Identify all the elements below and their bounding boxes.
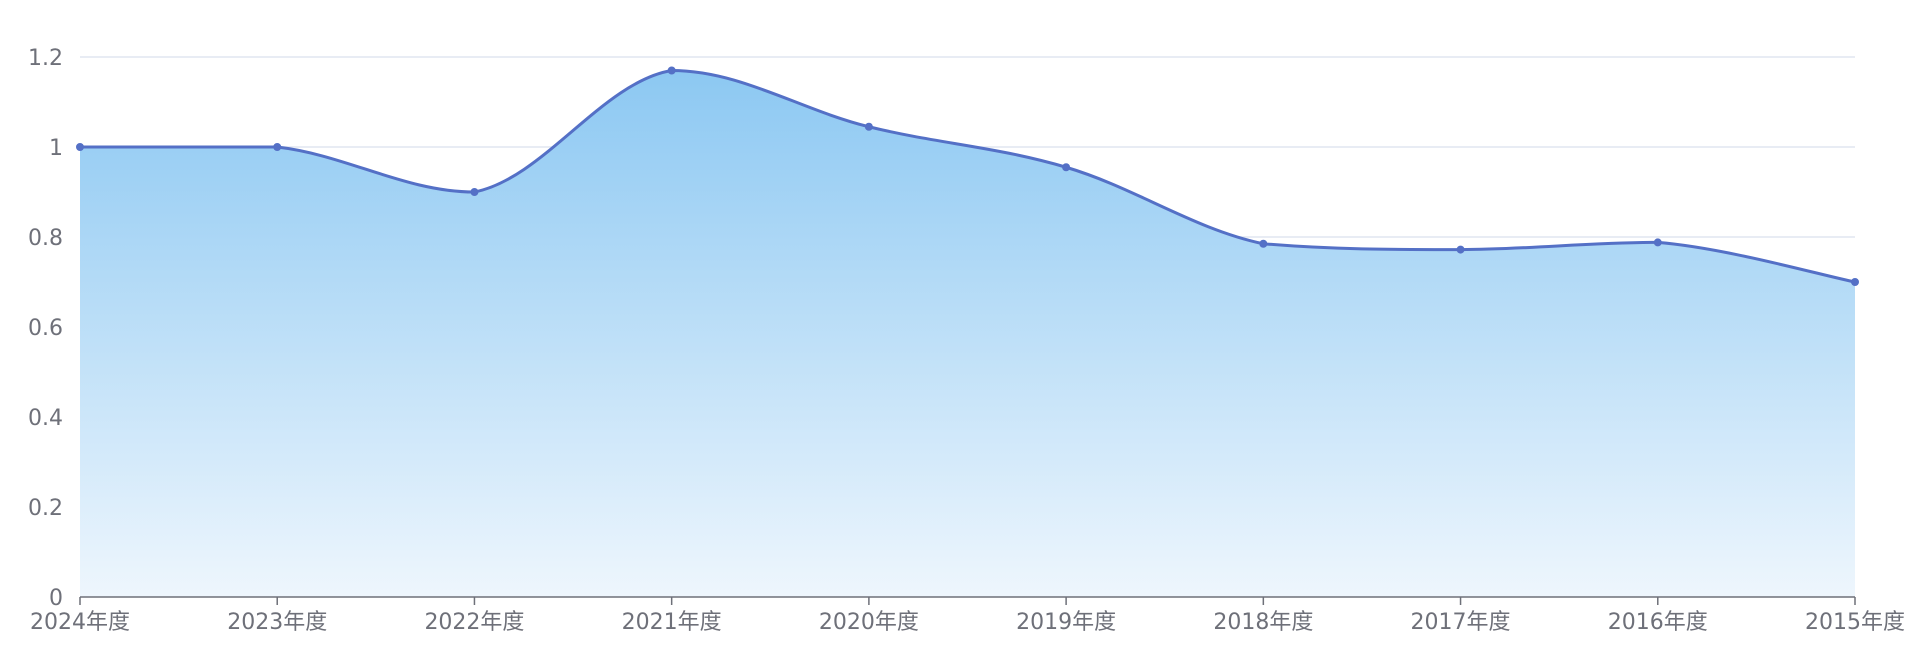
data-point <box>76 143 84 151</box>
data-point <box>1653 238 1662 247</box>
x-tick-label: 2021年度 <box>622 610 722 635</box>
y-tick-label: 0.2 <box>28 496 63 521</box>
y-tick-label: 0.4 <box>28 406 63 431</box>
data-point <box>1456 245 1465 254</box>
x-tick-label: 2016年度 <box>1608 610 1708 635</box>
x-axis-ticks <box>79 597 1856 605</box>
data-point <box>1062 163 1071 172</box>
x-tick-label: 2022年度 <box>424 610 524 635</box>
area-fill <box>80 70 1855 597</box>
x-tick-label: 2020年度 <box>819 610 919 635</box>
data-point <box>1259 239 1268 248</box>
x-tick-label: 2023年度 <box>227 610 327 635</box>
y-tick-label: 0.6 <box>28 316 63 341</box>
y-tick-label: 1.2 <box>28 46 63 71</box>
data-point <box>667 66 676 75</box>
x-tick-label: 2019年度 <box>1016 610 1116 635</box>
data-point <box>470 188 479 196</box>
series-line <box>79 68 1856 284</box>
data-point <box>273 143 282 151</box>
y-tick-label: 1 <box>49 136 63 161</box>
x-tick-label: 2024年度 <box>30 610 130 635</box>
x-tick-label: 2015年度 <box>1805 610 1905 635</box>
data-point <box>864 122 873 131</box>
x-axis-tick-labels: 2024年度 2023年度 2022年度 2021年度 2020年度 2019年度 2018… <box>30 610 1905 635</box>
y-tick-label: 0.8 <box>28 226 63 251</box>
x-tick-label: 2018年度 <box>1213 610 1313 635</box>
data-points <box>76 66 1859 286</box>
x-tick-label: 2017年度 <box>1411 610 1511 635</box>
y-tick-label: 0 <box>49 586 63 611</box>
data-point <box>1851 278 1859 286</box>
y-axis-tick-labels: 0 0.2 0.4 0.6 0.8 1 1.2 <box>28 46 63 611</box>
